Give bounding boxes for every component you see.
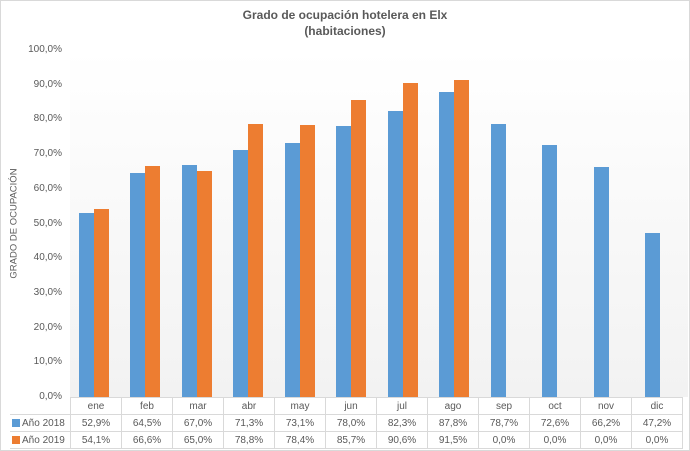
y-tick-label: 0,0% (39, 391, 62, 402)
legend-label: Año 2018 (22, 417, 65, 429)
plot-area (70, 50, 688, 397)
table-cell: 66,6% (121, 431, 173, 449)
bar-dic-2018 (645, 233, 661, 397)
bar-feb-2019 (145, 165, 161, 397)
y-tick-label: 50,0% (33, 217, 62, 229)
legend-swatch (12, 435, 20, 444)
category-label: nov (580, 397, 632, 415)
table-cell: 0,0% (529, 431, 581, 449)
bar-may-2019 (299, 124, 315, 397)
table-cell: 82,3% (376, 414, 428, 432)
category-label: mar (172, 397, 224, 415)
table-cell: 73,1% (274, 414, 326, 432)
bar-mar-2018 (181, 164, 197, 397)
category-label: ago (427, 397, 479, 415)
category-label: may (274, 397, 326, 415)
table-cell: 54,1% (70, 431, 122, 449)
chart-title: Grado de ocupación hotelera en Elx (242, 8, 448, 22)
category-label: oct (529, 397, 581, 415)
y-tick-label: 60,0% (33, 182, 62, 194)
bar-ene-2018 (78, 213, 94, 397)
table-cell: 91,5% (427, 431, 479, 449)
table-cell: 85,7% (325, 431, 377, 449)
bar-oct-2018 (542, 145, 558, 397)
table-cell: 52,9% (70, 414, 122, 432)
table-cell: 72,6% (529, 414, 581, 432)
table-header-row: ene feb mar abr may jun jul ago sep oct nov dic (10, 397, 683, 415)
table-row: Año 2018 52,9% 64,5% 67,0% 71,3% 73,1% 78,0% 82… (10, 414, 683, 432)
bar-feb-2018 (130, 173, 146, 397)
bar-sep-2018 (490, 123, 506, 397)
legend-label: Año 2019 (22, 434, 65, 446)
bar-mar-2019 (196, 171, 212, 397)
category-label: jun (325, 397, 377, 415)
bar-ago-2018 (439, 92, 455, 397)
chart-subtitle: (habitaciones) (304, 24, 386, 38)
table-cell: 78,4% (274, 431, 326, 449)
category-label: dic (631, 397, 683, 415)
table-cell: 87,8% (427, 414, 479, 432)
table-cell: 78,7% (478, 414, 530, 432)
category-label: sep (478, 397, 530, 415)
y-tick-label: 90,0% (33, 78, 62, 90)
category-label: abr (223, 397, 275, 415)
table-cell: 47,2% (631, 414, 683, 432)
table-cell: 64,5% (121, 414, 173, 432)
table-cell: 78,0% (325, 414, 377, 432)
category-label: feb (121, 397, 173, 415)
y-tick-label: 10,0% (33, 356, 62, 368)
table-row: Año 2019 54,1% 66,6% 65,0% 78,8% 78,4% 85,7% 90… (10, 431, 683, 449)
y-tick-label: 40,0% (33, 252, 62, 264)
bar-abr-2019 (248, 123, 264, 397)
bar-jun-2018 (336, 126, 352, 397)
table-cell: 0,0% (478, 431, 530, 449)
bar-jul-2018 (387, 111, 403, 397)
y-tick-label: 100,0% (28, 44, 62, 55)
category-label: ene (70, 397, 122, 415)
category-label: jul (376, 397, 428, 415)
legend-swatch (12, 418, 20, 427)
table-cell: 71,3% (223, 414, 275, 432)
y-tick-label: 30,0% (33, 286, 62, 298)
bar-nov-2018 (593, 167, 609, 397)
table-cell: 90,6% (376, 431, 428, 449)
table-cell: 0,0% (631, 431, 683, 449)
bar-may-2018 (284, 143, 300, 397)
table-cell: 66,2% (580, 414, 632, 432)
bar-jun-2019 (351, 99, 367, 397)
y-tick-label: 20,0% (33, 321, 62, 333)
y-tick-label: 80,0% (33, 113, 62, 125)
bar-abr-2018 (233, 149, 249, 397)
data-table: ene feb mar abr may jun jul ago sep oct nov dic Año … (10, 397, 683, 449)
y-tick-label: 70,0% (33, 148, 62, 160)
table-cell: 67,0% (172, 414, 224, 432)
table-cell: 78,8% (223, 431, 275, 449)
bar-jul-2019 (402, 82, 418, 397)
table-cell: 0,0% (580, 431, 632, 449)
bar-ene-2019 (93, 209, 109, 397)
table-cell: 65,0% (172, 431, 224, 449)
bar-ago-2019 (454, 79, 470, 397)
